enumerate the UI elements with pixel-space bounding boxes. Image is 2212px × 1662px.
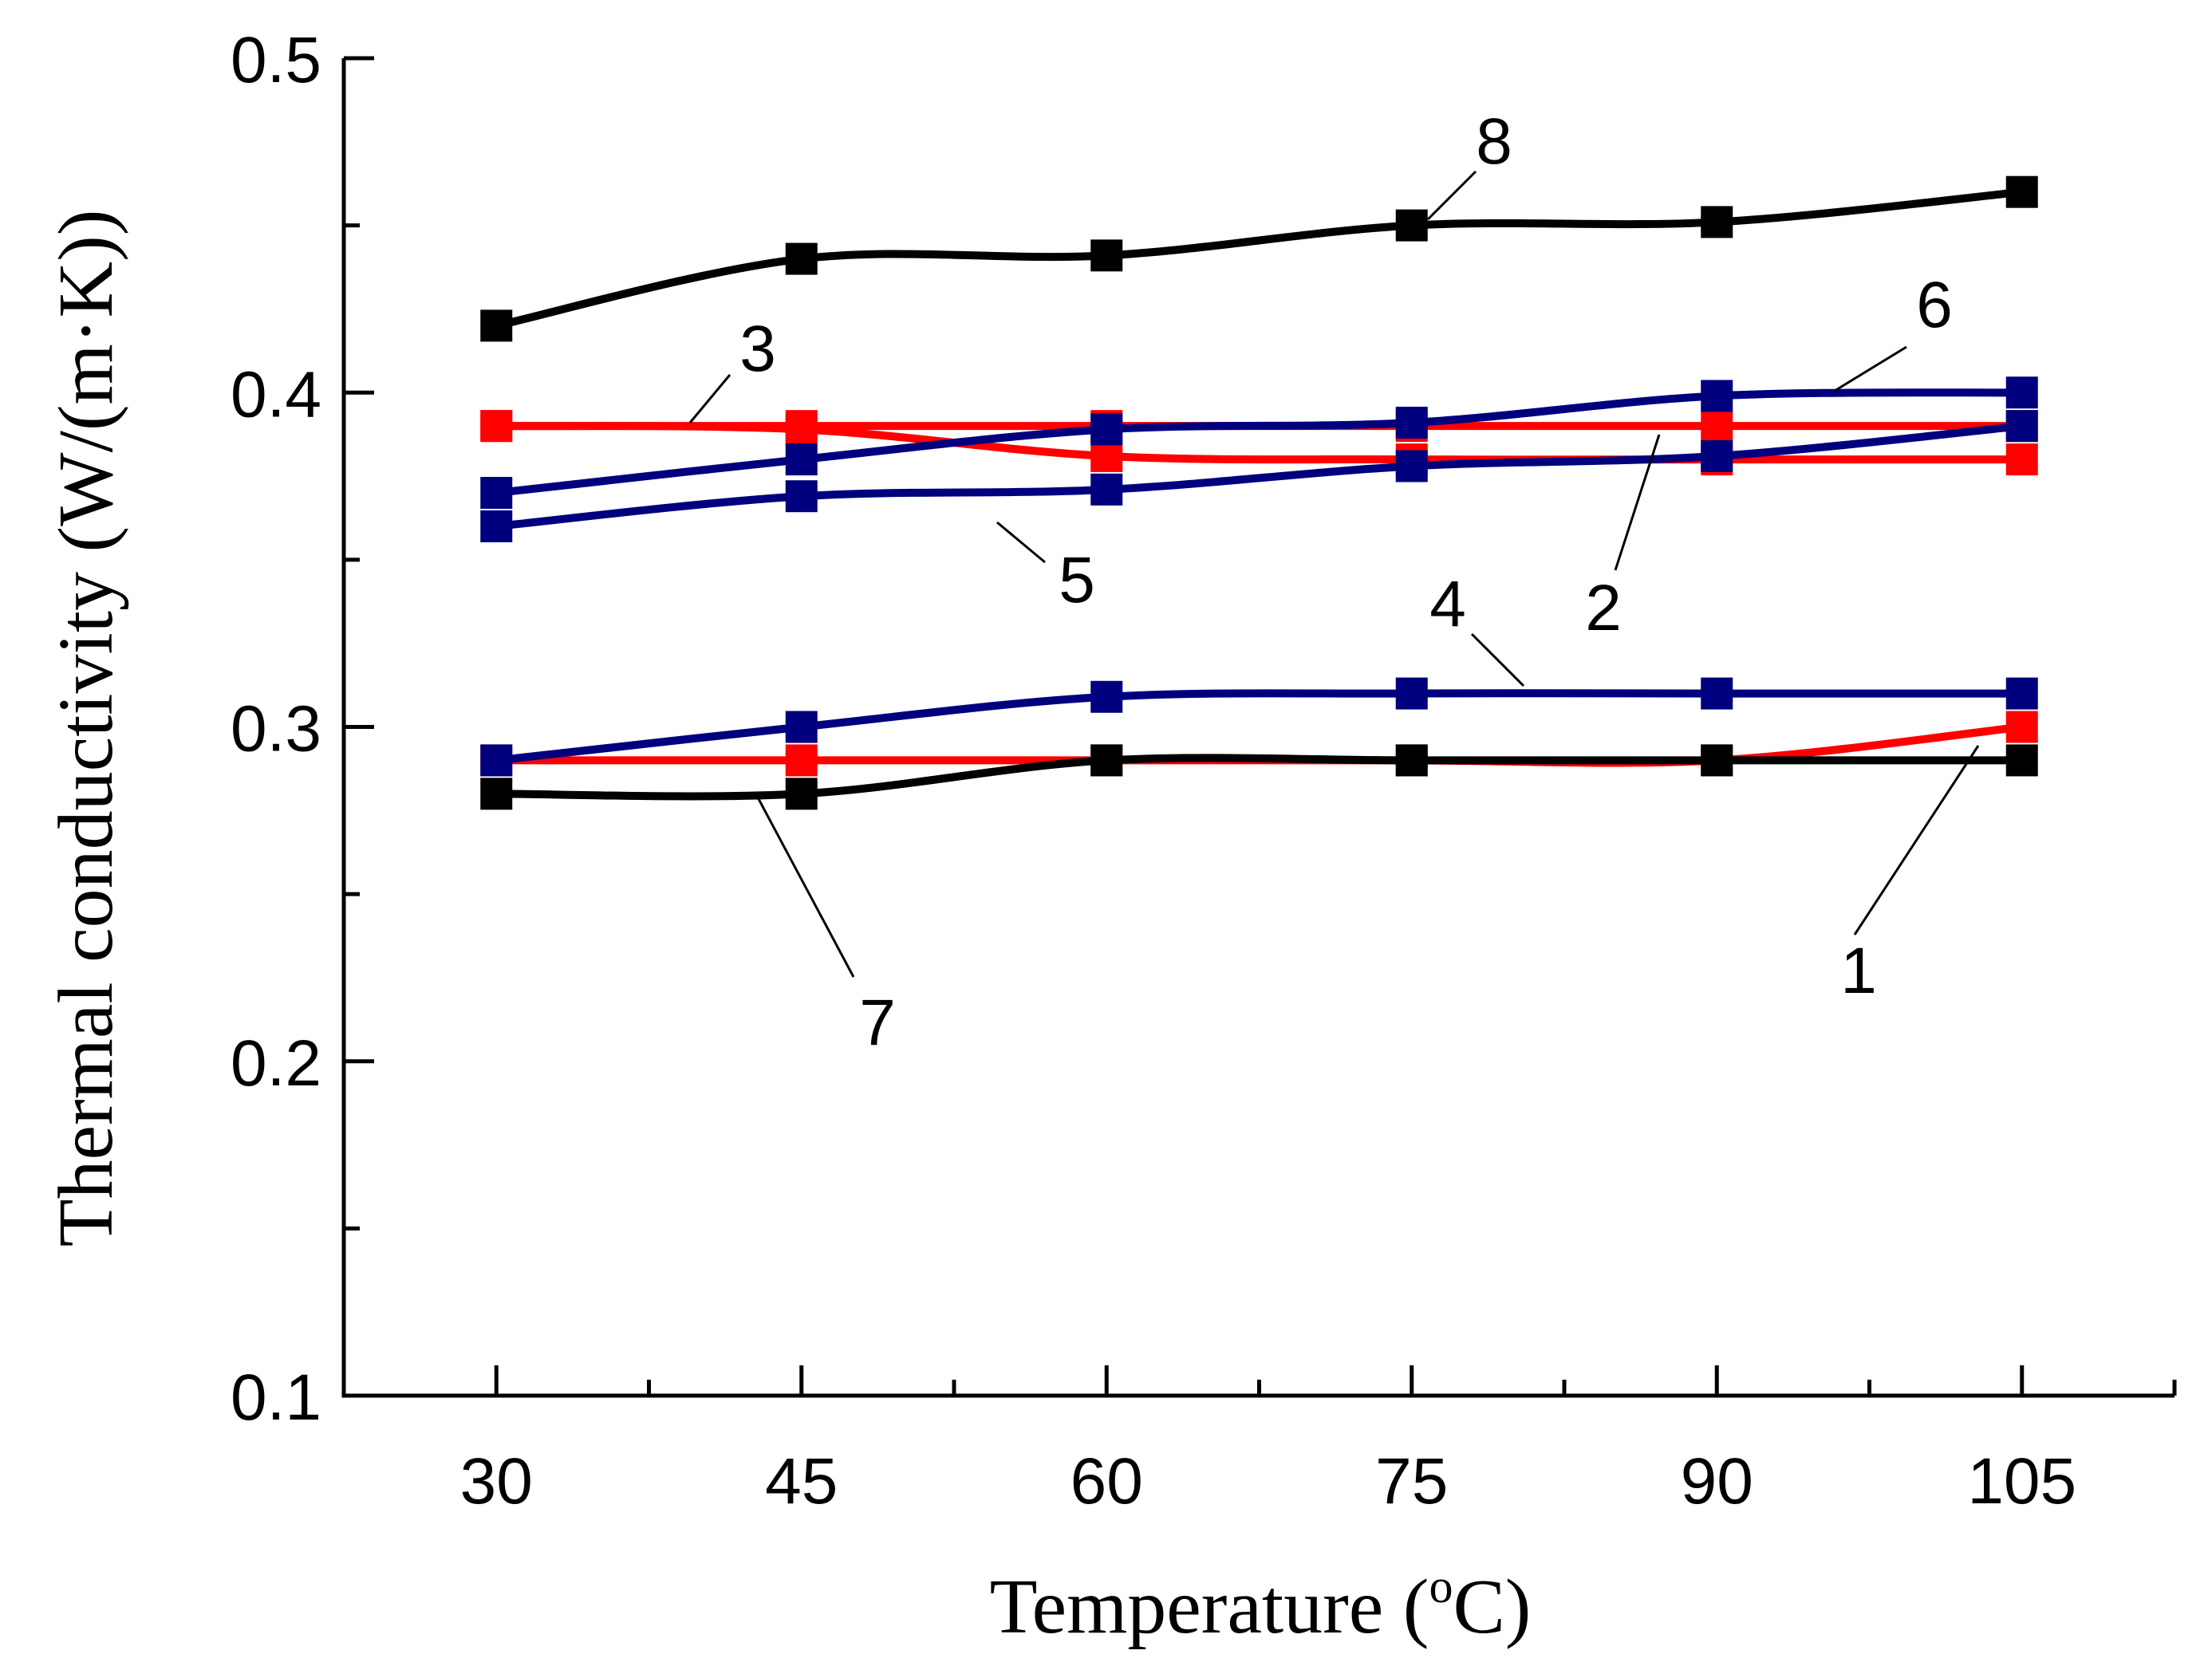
y-tick-label: 0.2 xyxy=(231,1027,321,1100)
series-5 xyxy=(480,410,2038,542)
series-marker xyxy=(1395,406,1428,439)
series-marker xyxy=(785,242,818,275)
callout-leader xyxy=(996,521,1046,564)
x-tick-label: 105 xyxy=(1967,1445,2076,1518)
series-marker xyxy=(785,480,818,513)
series-marker xyxy=(1090,239,1123,272)
series-marker xyxy=(785,413,818,446)
series-callout: 4 xyxy=(1429,568,1525,687)
x-tick-label: 60 xyxy=(1071,1445,1143,1518)
series-marker xyxy=(1395,209,1428,242)
series-marker xyxy=(1090,473,1123,506)
ticks-layer xyxy=(341,56,2177,1398)
series-callout: 1 xyxy=(1840,745,1980,1007)
series-marker xyxy=(2005,711,2038,743)
series-marker xyxy=(480,510,513,542)
y-tick-label: 0.5 xyxy=(231,24,321,96)
series-callout: 2 xyxy=(1585,434,1661,644)
series-callout: 8 xyxy=(1426,105,1512,221)
series-marker xyxy=(1701,677,1733,710)
y-tick-label: 0.1 xyxy=(231,1361,321,1434)
series-marker xyxy=(1090,413,1123,446)
series-marker xyxy=(2005,410,2038,443)
series-marker xyxy=(1395,450,1428,482)
series-line xyxy=(496,754,2022,801)
callout-leader xyxy=(756,797,855,978)
annotation-layer: 1 2 3 4 5 6 7 8 xyxy=(688,105,1980,1059)
series-marker xyxy=(1701,206,1733,238)
series-marker xyxy=(1395,677,1428,710)
callout-label: 4 xyxy=(1429,568,1466,640)
series-marker xyxy=(2005,376,2038,409)
series-marker xyxy=(480,477,513,510)
series-line xyxy=(495,689,2022,765)
series-line xyxy=(495,422,2023,530)
series-marker xyxy=(785,711,818,743)
series-marker xyxy=(480,744,513,777)
series-line xyxy=(495,187,2023,330)
series-marker xyxy=(480,778,513,810)
series-marker xyxy=(2005,744,2038,777)
callout-leader xyxy=(1426,170,1477,221)
callout-label: 2 xyxy=(1585,572,1622,644)
callout-leader xyxy=(1853,745,1980,935)
series-marker xyxy=(1090,439,1123,472)
x-tick-label: 75 xyxy=(1375,1445,1448,1518)
x-axis-title-main: Temperature ( xyxy=(990,1564,1429,1650)
series-marker xyxy=(1090,680,1123,713)
x-tick-label: 90 xyxy=(1681,1445,1753,1518)
callout-label: 5 xyxy=(1059,544,1095,616)
callout-label: 7 xyxy=(859,987,896,1059)
series-callout: 6 xyxy=(1834,269,1953,392)
series-marker xyxy=(1395,744,1428,777)
axis-frame xyxy=(341,58,2175,1398)
x-tick-label: 45 xyxy=(765,1445,838,1518)
series-marker xyxy=(785,744,818,777)
callout-leader xyxy=(1470,632,1525,687)
y-axis-title: Thermal conductivity (W/(m·K)) xyxy=(43,210,129,1247)
y-tick-label: 0.3 xyxy=(231,693,321,766)
series-callout: 3 xyxy=(688,313,776,423)
x-axis-title-sup: o xyxy=(1429,1560,1453,1613)
series-line xyxy=(495,388,2022,497)
axes-layer xyxy=(341,58,2175,1398)
x-axis-title: Temperature (oC) xyxy=(990,1560,1532,1650)
series-4 xyxy=(480,677,2038,777)
x-axis-title-tail: C) xyxy=(1453,1564,1531,1650)
series-7 xyxy=(480,744,2038,810)
series-layer xyxy=(480,175,2038,810)
series-marker xyxy=(2005,677,2038,710)
series-marker xyxy=(480,410,513,443)
series-callout: 7 xyxy=(756,797,896,1059)
series-marker xyxy=(1701,439,1733,472)
series-marker xyxy=(2005,443,2038,476)
series-1 xyxy=(480,711,2038,777)
x-tick-label: 30 xyxy=(460,1445,533,1518)
series-line xyxy=(496,422,2022,464)
callout-leader xyxy=(1614,434,1661,571)
callout-leader xyxy=(1834,345,1907,392)
series-marker xyxy=(785,443,818,476)
callout-leader xyxy=(688,374,731,423)
callout-label: 6 xyxy=(1916,269,1953,341)
series-8 xyxy=(480,175,2038,342)
callout-label: 3 xyxy=(739,313,776,385)
series-marker xyxy=(1701,410,1733,443)
callout-label: 1 xyxy=(1840,935,1877,1007)
series-marker xyxy=(785,778,818,810)
y-tick-label: 0.4 xyxy=(231,358,321,431)
series-marker xyxy=(1090,744,1123,777)
series-marker xyxy=(1701,380,1733,412)
series-marker xyxy=(2005,175,2038,208)
callout-label: 8 xyxy=(1476,105,1512,178)
series-marker xyxy=(1701,744,1733,777)
series-marker xyxy=(480,309,513,342)
series-6 xyxy=(480,376,2038,510)
labels-layer: 0.10.20.30.40.530 45 60 75 90 105 xyxy=(231,24,2076,1518)
series-callout: 5 xyxy=(996,521,1095,616)
